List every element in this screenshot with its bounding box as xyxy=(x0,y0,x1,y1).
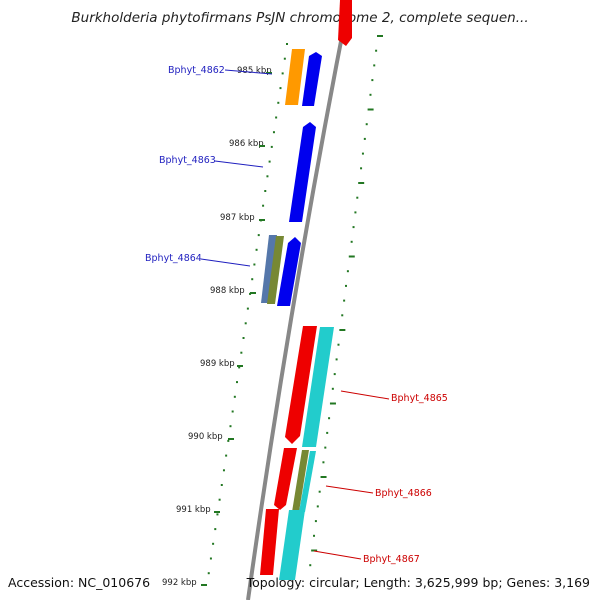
gene-bphyt-4866[interactable] xyxy=(274,448,297,510)
olive-feature-4866 xyxy=(292,450,309,512)
leader-line xyxy=(224,69,273,75)
kbp-label: 985 kbp xyxy=(237,66,272,76)
gene-label-bphyt-4863[interactable]: Bphyt_4863 xyxy=(159,155,216,166)
gene-label-bphyt-4862[interactable]: Bphyt_4862 xyxy=(168,65,225,76)
gene-label-bphyt-4865[interactable]: Bphyt_4865 xyxy=(391,393,448,404)
kbp-label: 990 kbp xyxy=(188,432,223,442)
outer-tick-ring xyxy=(309,35,383,567)
kbp-label: 989 kbp xyxy=(200,359,235,369)
leader-line xyxy=(200,258,251,267)
leader-line xyxy=(214,160,264,168)
kbp-label: 986 kbp xyxy=(229,139,264,149)
leader-line xyxy=(313,550,362,560)
chromosome-backbone xyxy=(246,0,351,600)
gene-label-bphyt-4866[interactable]: Bphyt_4866 xyxy=(375,488,432,499)
gene-bphyt-4865[interactable] xyxy=(285,326,317,444)
accession-text: Accession: NC_010676 xyxy=(8,575,151,590)
cyan-feature-4866 xyxy=(299,451,316,512)
map-title: Burkholderia phytofirmans PsJN chromosom… xyxy=(71,10,529,26)
gene-bphyt-4862[interactable] xyxy=(302,52,322,106)
olive-feature xyxy=(267,236,284,304)
leader-line xyxy=(340,390,390,400)
steel-feature xyxy=(261,235,277,303)
topology-text: Topology: circular; Length: 3,625,999 bp… xyxy=(246,575,590,590)
cyan-feature-4867 xyxy=(279,510,305,580)
gene-top-partial[interactable] xyxy=(338,0,352,46)
gene-bphyt-4864[interactable] xyxy=(277,237,301,306)
major-ticks xyxy=(201,72,272,586)
inner-tick-ring xyxy=(207,43,288,575)
leader-line xyxy=(325,485,374,494)
kbp-label: 991 kbp xyxy=(176,505,211,515)
gene-bphyt-4867[interactable] xyxy=(260,509,279,575)
cyan-feature-4865 xyxy=(302,327,334,447)
kbp-label: 988 kbp xyxy=(210,286,245,296)
orange-feature xyxy=(285,49,305,105)
kbp-label: 992 kbp xyxy=(162,578,197,588)
gene-label-bphyt-4864[interactable]: Bphyt_4864 xyxy=(145,253,202,264)
gene-label-bphyt-4867[interactable]: Bphyt_4867 xyxy=(363,554,420,565)
kbp-label: 987 kbp xyxy=(220,213,255,223)
gene-bphyt-4863[interactable] xyxy=(289,122,316,222)
